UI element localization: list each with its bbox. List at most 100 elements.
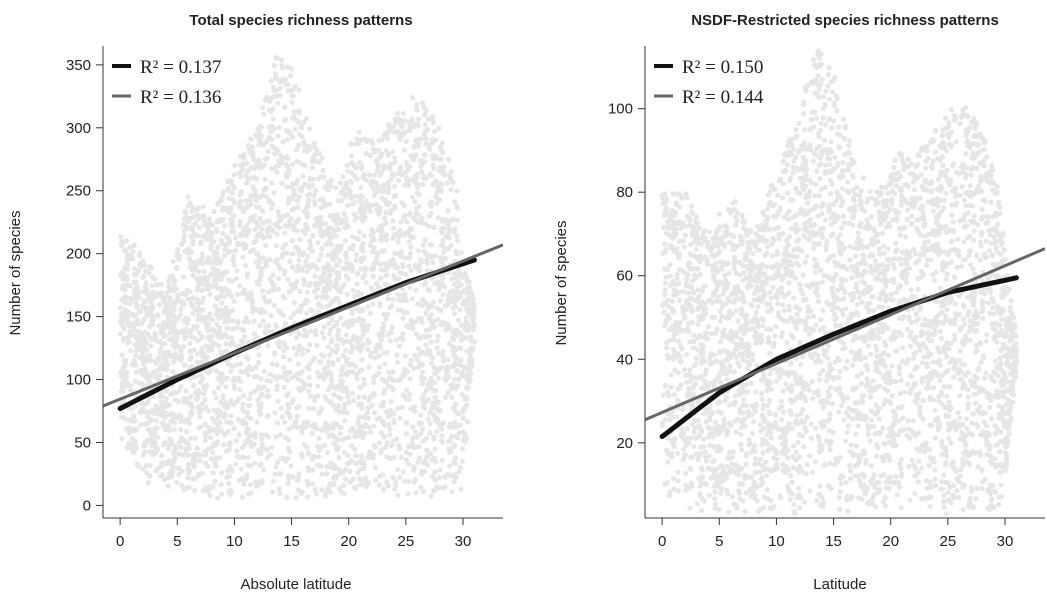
- chart-left-scatter-point: [370, 266, 377, 272]
- chart-left-scatter-point: [295, 204, 301, 211]
- chart-left-scatter-point: [346, 186, 352, 192]
- chart-left-scatter-point: [397, 446, 403, 452]
- chart-left-scatter-point: [421, 132, 427, 138]
- chart-left-scatter-point: [429, 137, 435, 143]
- chart-left-scatter-point: [401, 310, 407, 316]
- chart-left-scatter-point: [287, 414, 293, 420]
- chart-left-scatter-point: [193, 396, 200, 402]
- chart-left-scatter-point: [385, 296, 391, 302]
- chart-left-scatter-point: [234, 448, 240, 454]
- chart-left-scatter-point: [230, 363, 236, 369]
- chart-left-scatter-point: [412, 429, 418, 435]
- chart-left-scatter-point: [265, 343, 271, 349]
- chart-left-scatter-point: [343, 220, 349, 226]
- chart-left-scatter-point: [280, 245, 286, 251]
- chart-left-scatter-point: [278, 57, 285, 63]
- chart-right-scatter-point: [1004, 361, 1010, 367]
- chart-left-scatter-point: [442, 245, 448, 251]
- chart-left-scatter-point: [284, 212, 291, 218]
- chart-left-scatter-point: [245, 372, 251, 378]
- chart-left-scatter-point: [300, 276, 307, 283]
- chart-left-scatter-point: [427, 451, 434, 457]
- chart-left-y-tick-label: 50: [74, 434, 91, 451]
- chart-left-scatter-point: [268, 136, 274, 142]
- chart-left-scatter-point: [262, 309, 268, 315]
- chart-left-scatter-point: [213, 395, 219, 401]
- chart-left-scatter-point: [186, 420, 193, 426]
- chart-left-scatter-point: [296, 343, 302, 349]
- chart-left-scatter-point: [439, 140, 445, 146]
- chart-left-scatter-point: [237, 201, 243, 207]
- chart-left-scatter-point: [337, 409, 343, 415]
- chart-right-y-axis-label: Number of species: [553, 220, 570, 345]
- chart-left-scatter-point: [377, 261, 383, 267]
- chart-left-scatter-point: [163, 395, 169, 401]
- chart-right-scatter-point: [790, 454, 796, 460]
- chart-left-scatter-point: [200, 255, 206, 261]
- chart-left-scatter-point: [414, 434, 420, 440]
- chart-left-scatter-point: [460, 409, 466, 415]
- chart-left-scatter-point: [454, 238, 460, 244]
- chart-left-scatter-point: [291, 345, 297, 351]
- chart-left-scatter-point: [275, 208, 281, 214]
- chart-left-scatter-point: [220, 394, 226, 401]
- chart-left-scatter-point: [437, 156, 443, 163]
- chart-left-scatter-point: [124, 379, 130, 385]
- chart-left-scatter-point: [378, 275, 384, 281]
- chart-right-scatter-point: [768, 295, 774, 301]
- chart-left-scatter-point: [175, 292, 181, 298]
- chart-left-scatter-point: [221, 253, 227, 259]
- chart-left-scatter-point: [306, 263, 312, 269]
- chart-right-scatter-point: [994, 183, 1000, 190]
- chart-left-scatter-point: [260, 318, 267, 324]
- chart-left-scatter-point: [428, 210, 434, 216]
- chart-left-scatter-point: [361, 376, 367, 382]
- chart-left-y-tick-label: 200: [66, 246, 91, 263]
- chart-left-scatter-point: [123, 294, 129, 300]
- chart-left-scatter-point: [397, 415, 403, 421]
- chart-left-scatter-point: [183, 291, 189, 298]
- chart-left-scatter-point: [459, 446, 465, 452]
- chart-left-scatter-point: [178, 306, 184, 312]
- chart-left-scatter-point: [391, 225, 397, 231]
- chart-left-scatter-point: [387, 338, 394, 344]
- chart-left-scatter-point: [409, 226, 415, 232]
- chart-left-scatter-point: [365, 347, 371, 353]
- chart-left-scatter-point: [154, 445, 160, 451]
- chart-left-scatter-point: [287, 357, 293, 363]
- chart-left-scatter-point: [468, 309, 474, 315]
- chart-right-scatter-point: [670, 475, 677, 482]
- chart-right-scatter-point: [860, 175, 867, 181]
- chart-left-scatter-point: [239, 326, 245, 332]
- chart-left-scatter-point: [175, 316, 181, 322]
- chart-left-scatter-point: [153, 418, 160, 424]
- chart-left-scatter-point: [190, 222, 196, 229]
- chart-right-scatter-point: [776, 231, 782, 237]
- chart-left-scatter-point: [462, 326, 468, 332]
- chart-left-scatter-point: [362, 430, 368, 436]
- chart-left-scatter-point: [305, 348, 311, 354]
- chart-left-scatter-point: [224, 325, 230, 331]
- chart-left-scatter-point: [320, 167, 326, 174]
- chart-left-scatter-point: [351, 200, 358, 206]
- chart-left-scatter-point: [171, 458, 177, 464]
- chart-left-scatter-point: [348, 349, 354, 355]
- chart-left-scatter-point: [215, 385, 221, 391]
- chart-right-scatter-point: [930, 359, 936, 365]
- chart-left-scatter-point: [321, 335, 327, 341]
- chart-left-scatter-point: [360, 317, 366, 324]
- chart-left-scatter-point: [349, 425, 356, 431]
- chart-right-scatter-point: [811, 150, 817, 156]
- chart-left-scatter-point: [244, 296, 250, 302]
- chart-left-scatter-point: [243, 232, 249, 239]
- chart-left-scatter-point: [319, 471, 325, 477]
- chart-left-scatter-point: [299, 454, 305, 460]
- chart-left-scatter-point: [142, 366, 148, 372]
- chart-right-scatter-point: [941, 504, 947, 510]
- chart-left-scatter-point: [416, 334, 422, 340]
- chart-left-scatter-point: [225, 250, 231, 256]
- chart-left-scatter-point: [181, 233, 187, 239]
- chart-left-scatter-point: [388, 329, 394, 335]
- chart-left-scatter-point: [240, 421, 246, 427]
- chart-left-scatter-point: [271, 373, 277, 379]
